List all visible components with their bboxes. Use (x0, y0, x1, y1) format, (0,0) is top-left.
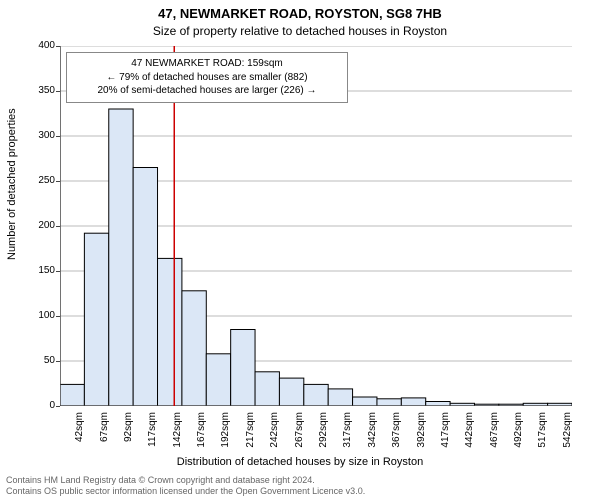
histogram-bar (353, 397, 377, 406)
histogram-bar (60, 384, 84, 406)
y-tick-label: 400 (15, 40, 55, 51)
x-tick-label: 492sqm (513, 412, 524, 452)
x-tick-label: 167sqm (196, 412, 207, 452)
histogram-bar (158, 258, 182, 406)
histogram-bar (401, 398, 425, 406)
footer-line: Contains OS public sector information li… (6, 486, 365, 497)
x-tick-label: 467sqm (489, 412, 500, 452)
x-tick-label: 67sqm (99, 412, 110, 452)
x-tick-label: 442sqm (464, 412, 475, 452)
y-tick-label: 350 (15, 85, 55, 96)
x-tick-label: 192sqm (220, 412, 231, 452)
footer-attribution: Contains HM Land Registry data © Crown c… (6, 475, 365, 498)
x-tick-label: 342sqm (367, 412, 378, 452)
x-tick-label: 42sqm (74, 412, 85, 452)
histogram-bar (231, 330, 255, 407)
page-title-line1: 47, NEWMARKET ROAD, ROYSTON, SG8 7HB (0, 6, 600, 21)
x-tick-label: 392sqm (416, 412, 427, 452)
x-tick-label: 142sqm (172, 412, 183, 452)
histogram-bar (84, 233, 108, 406)
y-tick-label: 0 (15, 400, 55, 411)
x-tick-label: 117sqm (147, 412, 158, 452)
histogram-bar (206, 354, 230, 406)
histogram-bar (377, 399, 401, 406)
footer-line: Contains HM Land Registry data © Crown c… (6, 475, 365, 486)
histogram-bar (304, 384, 328, 406)
page-title-line2: Size of property relative to detached ho… (0, 24, 600, 38)
x-tick-label: 542sqm (562, 412, 573, 452)
y-tick-label: 150 (15, 265, 55, 276)
annotation-line: 47 NEWMARKET ROAD: 159sqm (73, 57, 341, 71)
y-tick-label: 200 (15, 220, 55, 231)
histogram-bar (109, 109, 133, 406)
y-tick-label: 300 (15, 130, 55, 141)
x-tick-label: 242sqm (269, 412, 280, 452)
x-tick-label: 517sqm (537, 412, 548, 452)
x-tick-label: 367sqm (391, 412, 402, 452)
x-tick-label: 417sqm (440, 412, 451, 452)
annotation-box: 47 NEWMARKET ROAD: 159sqm ← 79% of detac… (66, 52, 348, 103)
x-axis-title: Distribution of detached houses by size … (0, 456, 600, 468)
x-tick-label: 217sqm (245, 412, 256, 452)
x-tick-label: 317sqm (342, 412, 353, 452)
y-tick-label: 50 (15, 355, 55, 366)
x-tick-label: 292sqm (318, 412, 329, 452)
annotation-line: 20% of semi-detached houses are larger (… (73, 84, 341, 98)
histogram-bar (328, 389, 352, 406)
histogram-bar (279, 378, 303, 406)
histogram-bar (133, 168, 157, 407)
x-tick-label: 92sqm (123, 412, 134, 452)
y-tick-label: 250 (15, 175, 55, 186)
y-tick-label: 100 (15, 310, 55, 321)
x-tick-label: 267sqm (294, 412, 305, 452)
annotation-line: ← 79% of detached houses are smaller (88… (73, 71, 341, 85)
histogram-bar (182, 291, 206, 406)
histogram-bar (255, 372, 279, 406)
